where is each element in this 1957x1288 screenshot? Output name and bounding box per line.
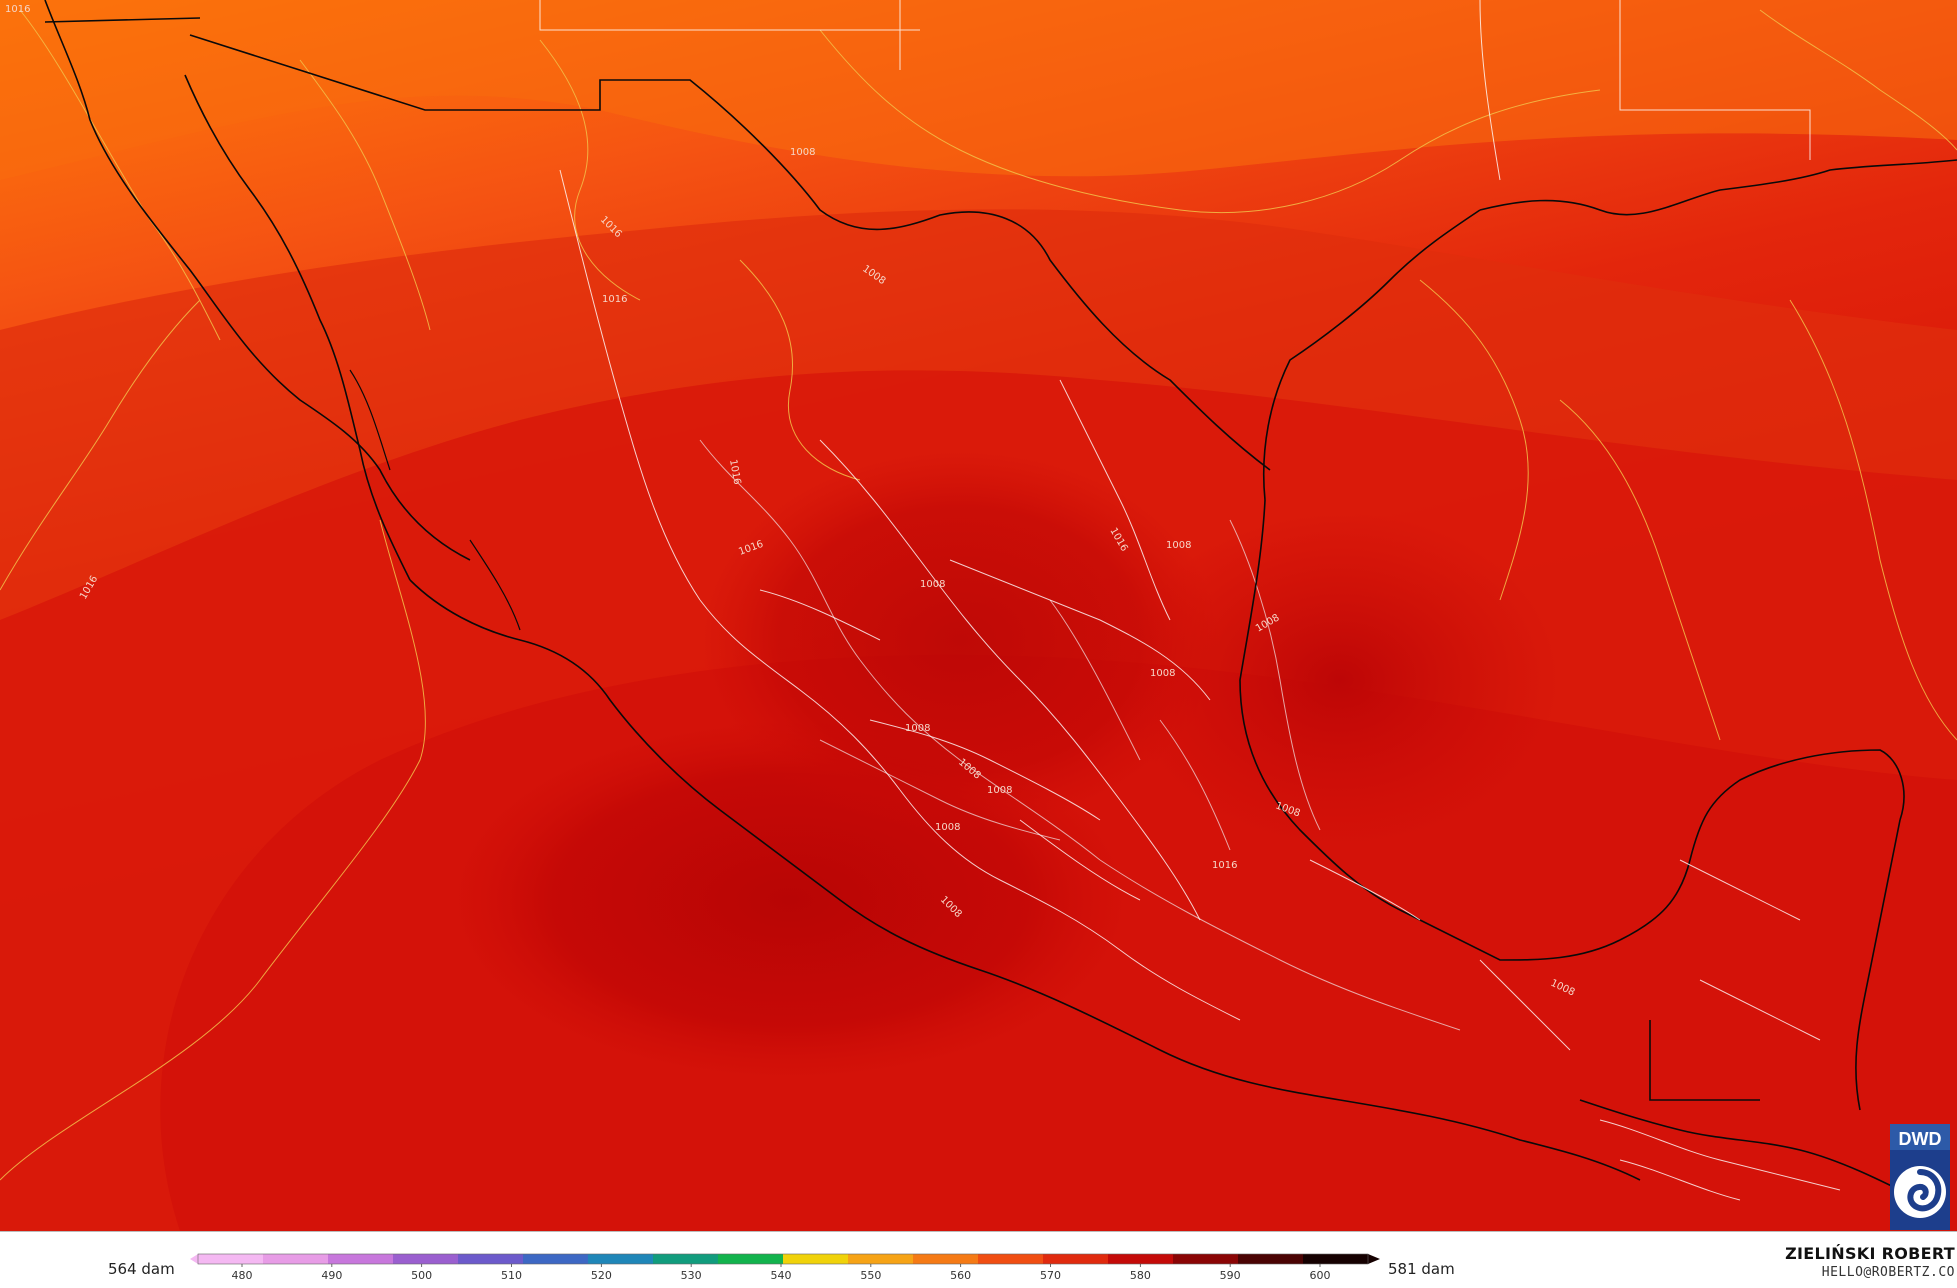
color-scale-segment (588, 1254, 654, 1264)
color-scale-segment (393, 1254, 459, 1264)
map-canvas: 1016 1016 1016 1016 1016 1008 1008 1016 … (0, 0, 1957, 1231)
author-name: ZIELIŃSKI ROBERT (1785, 1244, 1955, 1263)
contour-label: 1016 (5, 4, 30, 15)
contour-label: 1008 (920, 579, 945, 590)
isobar-lines-land (699, 439, 1461, 1031)
contour-label: 1008 (1150, 668, 1175, 679)
color-scale-segment (1108, 1254, 1174, 1264)
legend-footer: 564 dam 480 490 500 510 520 530 540 550 560 570 58… (0, 1231, 1957, 1288)
contour-label: 1016 (602, 294, 627, 305)
contour-label: 1008 (905, 723, 930, 734)
color-scale-segment (718, 1254, 784, 1264)
color-scale-segment (1238, 1254, 1304, 1264)
contour-label: 1008 (987, 785, 1012, 796)
color-scale-tick-label: 530 (681, 1269, 702, 1282)
coastlines-and-borders (44, 0, 1957, 1201)
legend-max-label: 581 dam (1388, 1260, 1455, 1278)
color-scale-segment (523, 1254, 589, 1264)
author-email: HELLO@ROBERTZ.CO (1821, 1265, 1955, 1280)
color-scale-tick-label: 570 (1040, 1269, 1061, 1282)
contour-label: 1008 (790, 147, 815, 158)
color-scale-tick-label: 590 (1220, 1269, 1241, 1282)
legend-min-label: 564 dam (108, 1260, 175, 1278)
color-scale-ticks: 480 490 500 510 520 530 540 550 560 570 580 590 600 (232, 1264, 1331, 1282)
color-scale-tick-label: 600 (1310, 1269, 1331, 1282)
color-scale-segment (263, 1254, 329, 1264)
color-scale-segment (328, 1254, 394, 1264)
color-scale-segment (458, 1254, 524, 1264)
dwd-logo: DWD (1890, 1124, 1950, 1230)
state-borders (539, 0, 1841, 1201)
color-scale-bar (190, 1253, 1380, 1265)
color-scale-tick-label: 510 (501, 1269, 522, 1282)
color-scale-max-arrow (1368, 1254, 1380, 1264)
geopotential-map: 1016 1016 1016 1016 1016 1008 1008 1016 … (0, 0, 1957, 1231)
color-scale-segment (653, 1254, 719, 1264)
color-scale-segment (783, 1254, 849, 1264)
color-scale-tick-label: 550 (860, 1269, 881, 1282)
dwd-logo-text: DWD (1899, 1129, 1942, 1149)
color-scale: 480 490 500 510 520 530 540 550 560 570 580 590 600 (190, 1253, 1380, 1282)
contour-label: 1016 (1212, 860, 1237, 871)
color-scale-segment (848, 1254, 914, 1264)
field-band-orange (0, 0, 1957, 180)
color-scale-segment (913, 1254, 979, 1264)
field-maximum-gulf (1120, 510, 1560, 850)
color-scale-segment (1303, 1254, 1369, 1264)
color-scale-segment (198, 1254, 264, 1264)
color-scale-tick-label: 500 (411, 1269, 432, 1282)
isobar-lines (0, 9, 1957, 1181)
field-maximum-interior (700, 450, 1220, 830)
color-scale-tick-label: 490 (321, 1269, 342, 1282)
color-scale-tick-label: 540 (771, 1269, 792, 1282)
color-scale-tick-label: 580 (1130, 1269, 1151, 1282)
contour-label: 1008 (1166, 540, 1191, 551)
color-scale-tick-label: 480 (232, 1269, 253, 1282)
color-scale-segment (978, 1254, 1044, 1264)
color-scale-tick-label: 560 (950, 1269, 971, 1282)
color-scale-min-arrow (190, 1254, 198, 1264)
color-scale-segment (1043, 1254, 1109, 1264)
color-scale-outline (197, 1253, 1369, 1265)
color-scale-tick-label: 520 (591, 1269, 612, 1282)
contour-label: 1008 (935, 822, 960, 833)
color-scale-segment (1173, 1254, 1239, 1264)
contour-label: 1016 (727, 459, 742, 486)
